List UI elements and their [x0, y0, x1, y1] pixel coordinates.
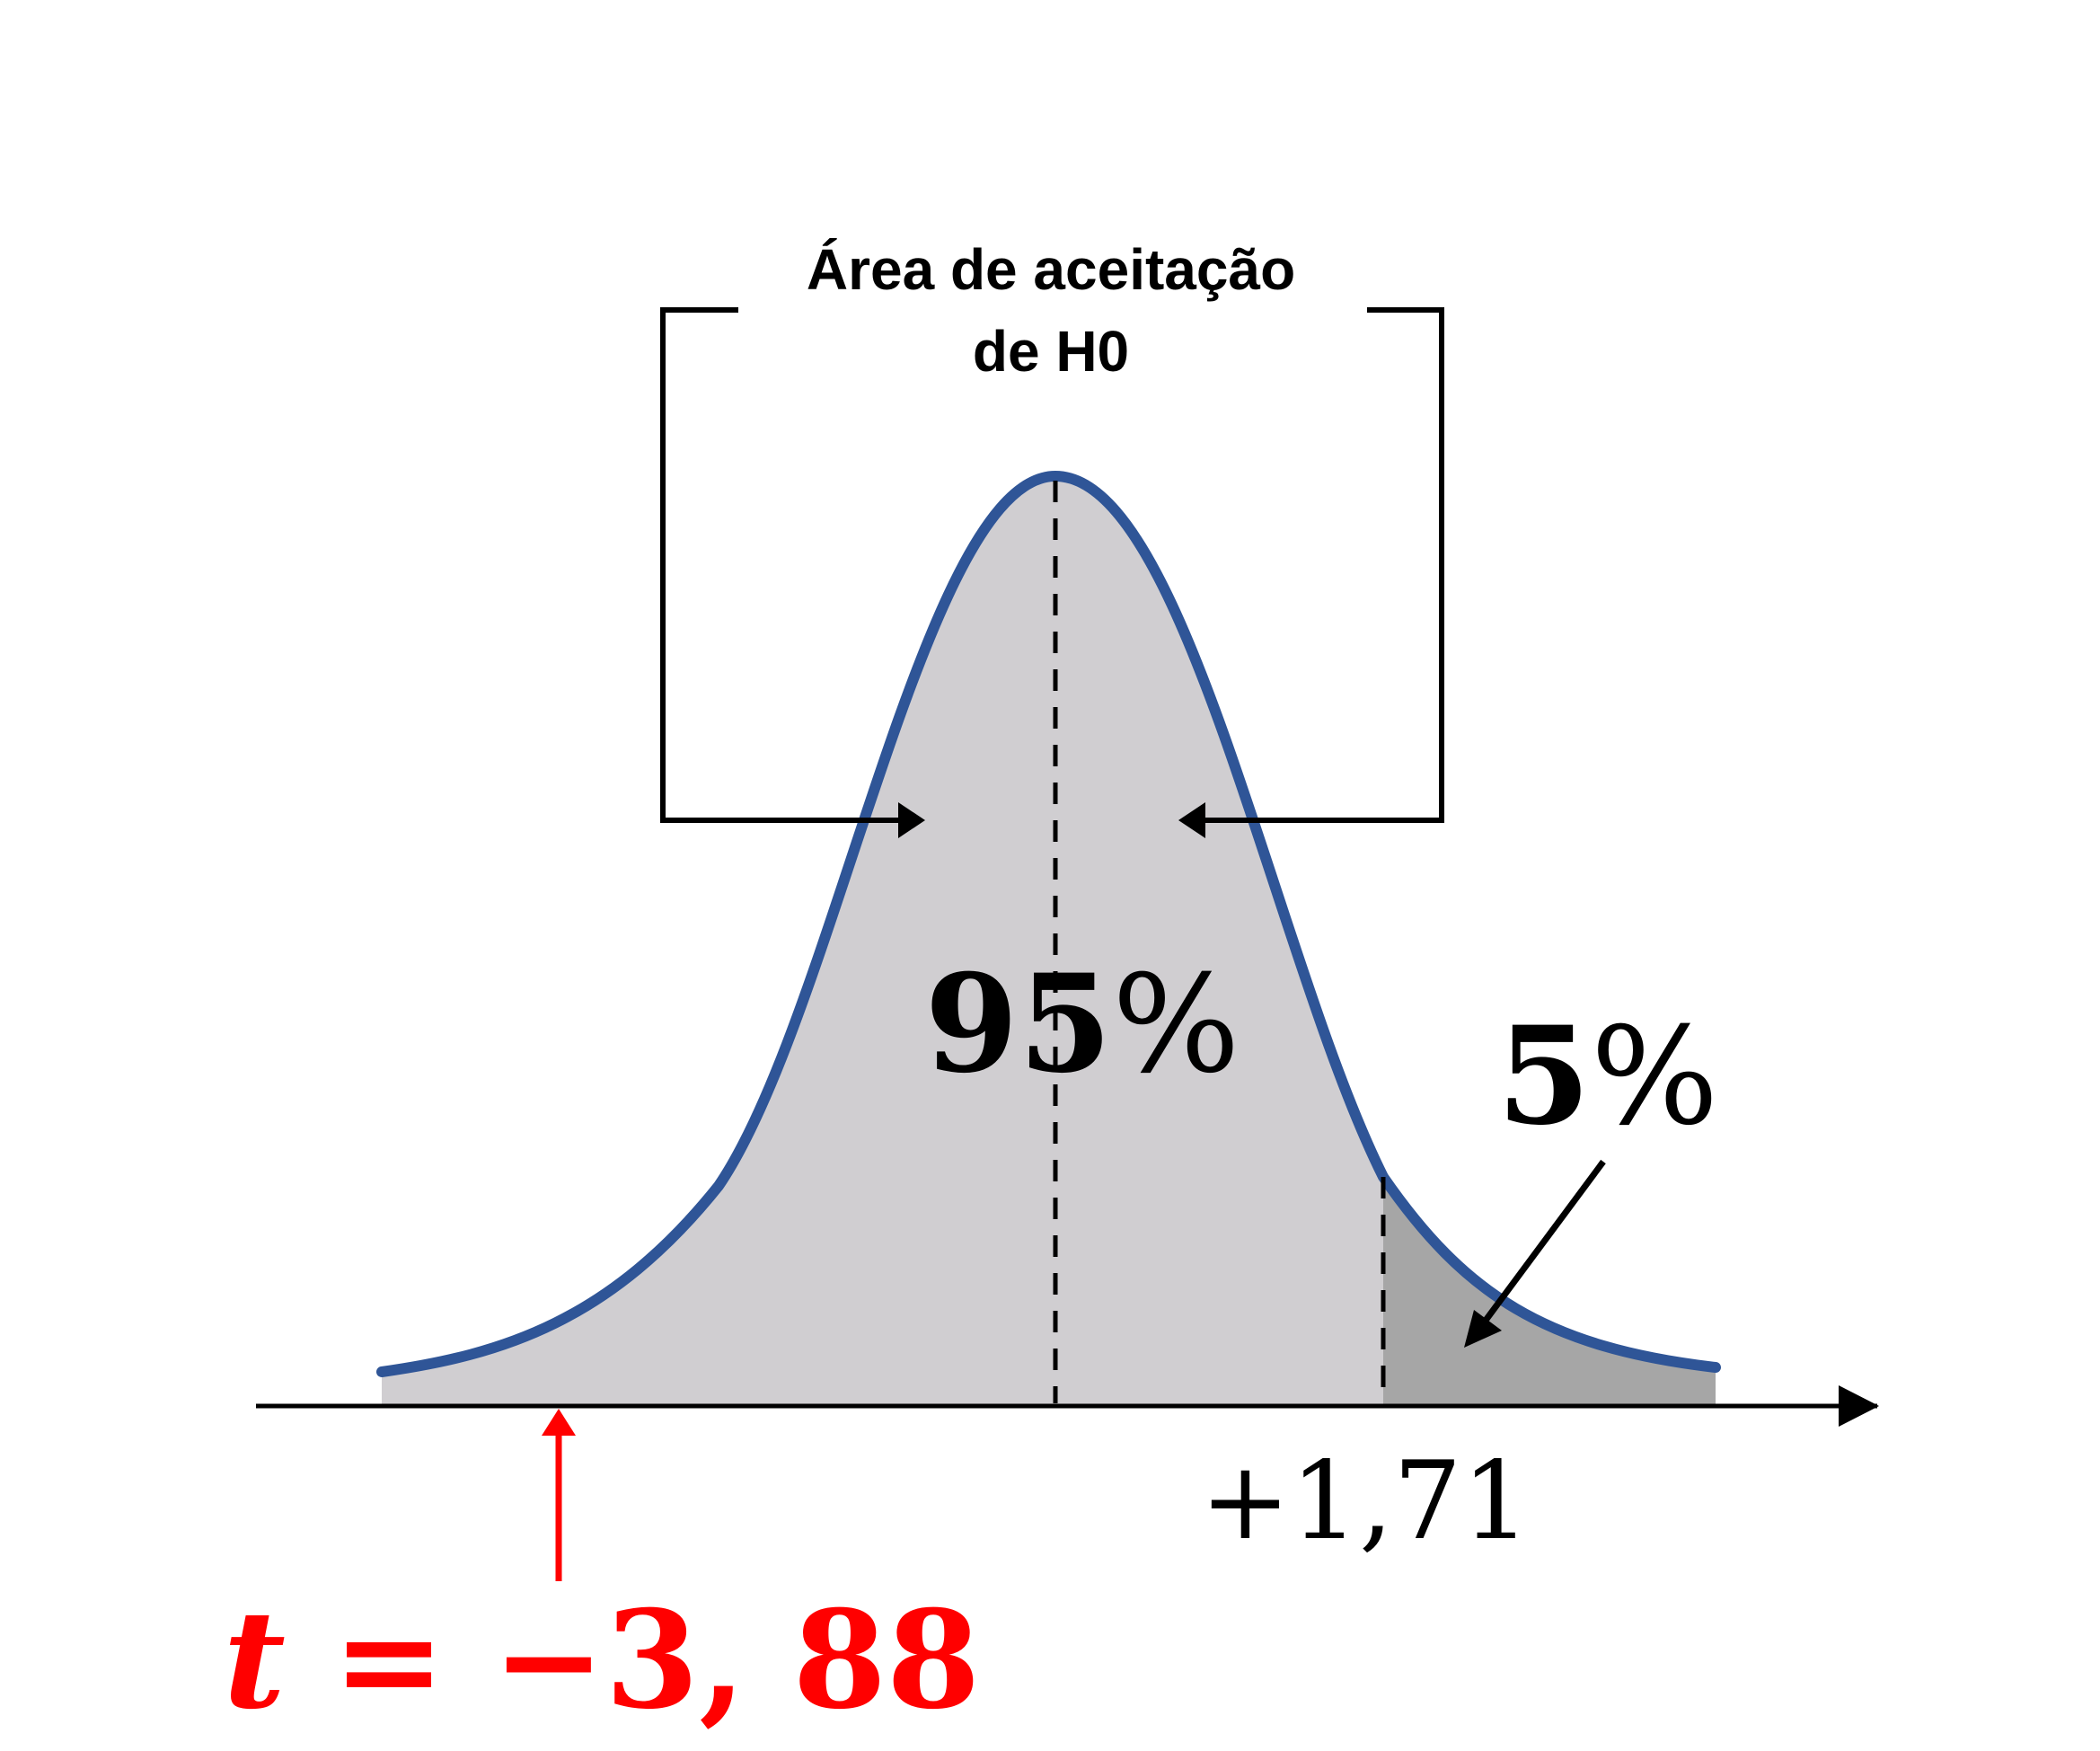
t-statistic-arrowhead [542, 1409, 576, 1436]
acceptance-label-line1: Área de aceitação [807, 237, 1295, 302]
t-statistic-label: t = −3, 88 [224, 1581, 981, 1739]
rejection-region [1383, 1177, 1716, 1406]
acceptance-region [382, 476, 1383, 1406]
tail-percent-label: 5% [1497, 997, 1719, 1155]
center-percent-value: 95 [924, 945, 1112, 1103]
distribution-curve [376, 470, 1721, 1377]
center-percent-sign: % [1112, 947, 1240, 1103]
tail-percent-value: 5 [1497, 997, 1591, 1155]
tail-pointer-arrow [1479, 1159, 1606, 1328]
critical-value-label: +1,71 [1200, 1439, 1531, 1564]
t-value: = −3, 88 [286, 1581, 980, 1739]
tail-percent-sign: % [1591, 999, 1719, 1155]
bracket-right-arrowhead [1178, 802, 1205, 838]
acceptance-bracket-right [1204, 307, 1444, 823]
tail-pointer-arrowhead [1464, 1310, 1502, 1348]
t-symbol: t [224, 1581, 286, 1739]
acceptance-bracket-left [660, 307, 903, 823]
center-percent-label: 95% [924, 945, 1240, 1103]
x-axis-arrowhead [1839, 1385, 1879, 1427]
bracket-left-arrowhead [898, 802, 925, 838]
acceptance-label-line2: de H0 [973, 319, 1129, 384]
